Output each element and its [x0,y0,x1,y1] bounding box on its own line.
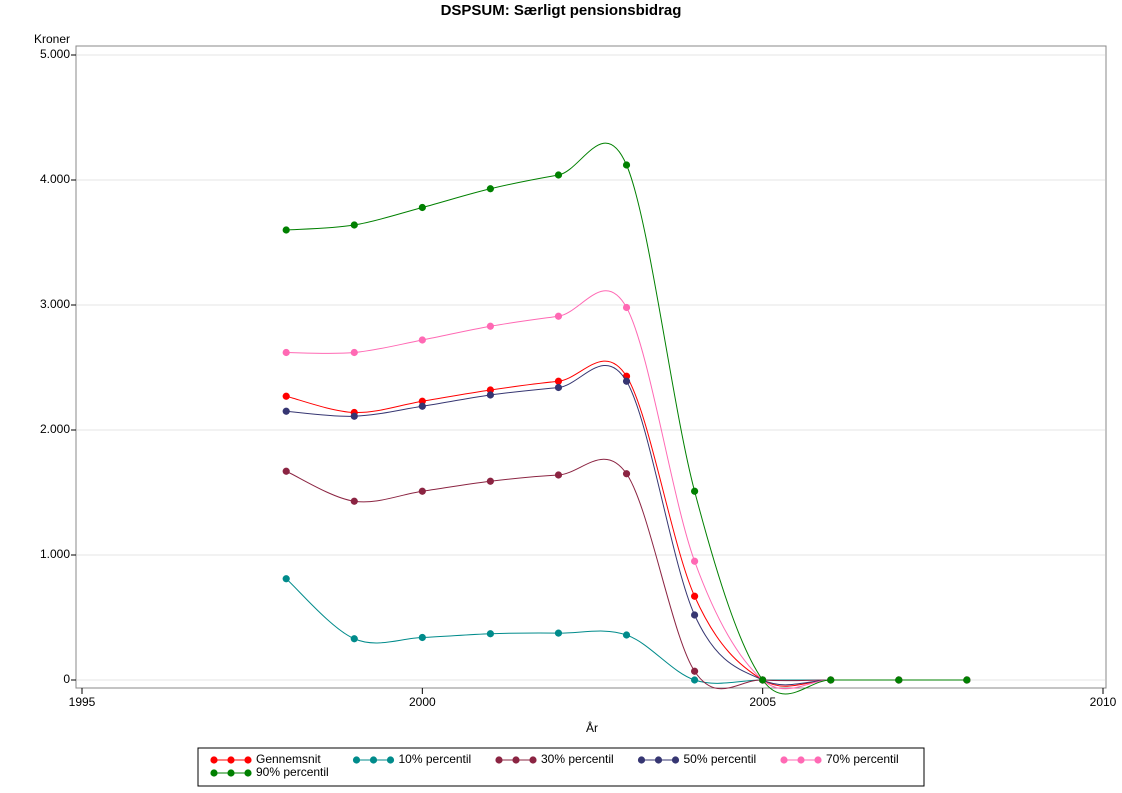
legend-marker [637,756,646,764]
series-line [286,290,967,690]
y-tick-label: 5.000 [40,47,70,61]
point [895,676,903,684]
y-tick-label: 0 [63,672,70,686]
legend-marker [227,769,235,777]
series-line [285,578,967,684]
point [418,487,426,495]
point [486,630,494,638]
point [282,226,290,234]
legend-marker [369,756,378,764]
point [486,477,494,485]
legend-marker [227,756,235,764]
point [759,676,767,684]
point [554,629,563,637]
point [418,203,426,212]
point [691,667,699,675]
point [554,171,563,179]
series-line [285,458,967,690]
plot-frame [75,45,1107,689]
point [827,676,835,684]
legend-marker [529,756,537,764]
point [622,470,631,478]
legend-marker [210,756,218,764]
point [691,592,699,600]
point [282,407,290,415]
point [350,221,358,229]
legend-box [197,747,925,787]
legend-marker [780,756,788,764]
legend-marker [671,756,680,764]
point [691,487,699,495]
point [350,348,358,357]
point [691,676,699,684]
point [691,611,699,619]
point [350,412,358,420]
point [554,383,563,392]
point [554,312,563,320]
x-tick-label: 1995 [69,695,96,709]
point [622,377,631,385]
legend-marker [654,756,663,764]
x-tick-label: 2000 [409,695,436,709]
legend-label: 50% percentil [684,752,757,766]
legend-marker [352,756,361,764]
chart-title: DSPSUM: Særligt pensionsbidrag [441,2,682,19]
y-tick-label: 4.000 [40,172,70,186]
point [963,676,971,684]
series-line [286,142,967,695]
legend-label: 70% percentil [826,752,899,766]
legend-label: 90% percentil [256,765,329,779]
legend-marker [244,769,252,777]
legend-marker [386,756,395,764]
y-tick-label: 3.000 [40,297,70,311]
point [622,303,631,312]
point [282,392,290,400]
legend-label: Gennemsnit [256,752,321,766]
point [691,557,699,565]
point [418,402,426,410]
point [350,497,358,505]
legend-label: 10% percentil [399,752,472,766]
point [350,635,358,643]
point [622,631,631,639]
point [282,348,290,357]
legend-marker [495,756,503,764]
legend-marker [814,756,822,764]
point [418,633,426,642]
legend-marker [797,756,805,764]
legend-marker [244,756,252,764]
x-tick-label: 2010 [1090,695,1117,709]
legend-marker [512,756,520,764]
legend-marker [210,769,218,777]
point [554,471,563,479]
point [554,377,563,385]
point [486,386,494,394]
point [486,185,494,193]
x-tick-label: 2005 [749,695,776,709]
point [486,322,494,330]
y-tick-label: 1.000 [40,547,70,561]
x-axis-label: År [586,720,598,735]
point [486,391,494,399]
y-axis-label: Kroner [34,32,70,46]
point [282,575,290,583]
point [622,161,631,169]
point [418,336,426,344]
point [282,467,290,475]
point [418,397,426,405]
y-tick-label: 2.000 [40,422,70,436]
legend-label: 30% percentil [541,752,614,766]
